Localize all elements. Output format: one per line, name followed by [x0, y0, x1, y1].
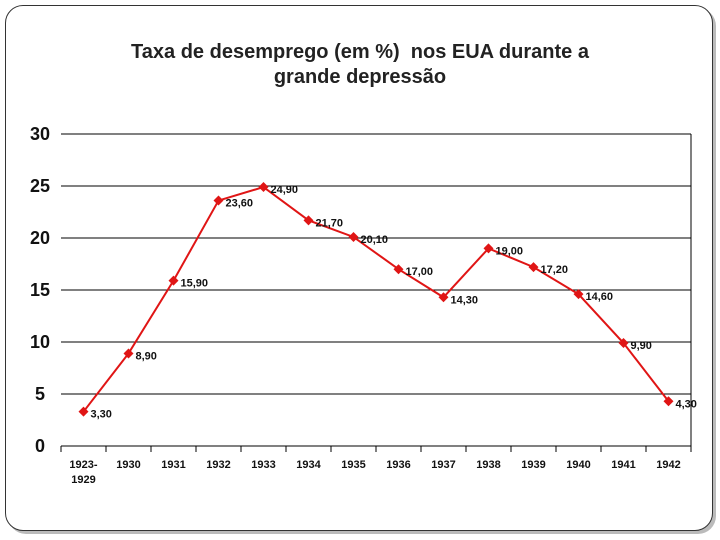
chart-title-line-2: grande depressão — [273, 66, 447, 88]
x-tick-label: 1932 — [206, 459, 230, 471]
x-tick-label: 1935 — [341, 459, 365, 471]
data-label: 14,30 — [451, 294, 479, 306]
data-label: 20,10 — [361, 234, 389, 246]
x-tick-label: 1937 — [431, 459, 455, 471]
data-label: 24,90 — [271, 184, 299, 196]
data-label: 3,30 — [91, 409, 112, 421]
data-point — [573, 289, 584, 300]
data-label: 4,30 — [676, 398, 697, 410]
x-tick-label: 1938 — [476, 459, 500, 471]
x-tick-label: 1936 — [386, 459, 410, 471]
y-tick-label: 10 — [30, 332, 50, 352]
x-tick-label: 1942 — [656, 459, 680, 471]
data-point — [663, 396, 674, 407]
chart-title-line-1: Taxa de desemprego (em %) nos EUA durant… — [131, 41, 589, 63]
x-tick-label: 1934 — [296, 459, 321, 471]
data-label: 19,00 — [496, 245, 524, 257]
chart-title: Taxa de desemprego (em %) nos EUA durant… — [0, 40, 720, 90]
y-tick-label: 20 — [30, 228, 50, 248]
data-label: 15,90 — [181, 278, 209, 290]
data-point — [618, 338, 629, 349]
y-tick-label: 5 — [35, 384, 45, 404]
data-point — [303, 215, 314, 226]
data-label: 21,70 — [316, 217, 344, 229]
data-point — [123, 348, 134, 359]
data-point — [438, 292, 449, 303]
data-point — [393, 264, 404, 275]
x-tick-label: 1939 — [521, 459, 545, 471]
data-label: 9,90 — [631, 340, 652, 352]
x-tick-label: 1940 — [566, 459, 590, 471]
data-label: 14,60 — [586, 291, 614, 303]
data-point — [528, 262, 539, 273]
y-tick-label: 15 — [30, 280, 50, 300]
y-tick-label: 25 — [30, 176, 50, 196]
x-tick-label: 1930 — [116, 459, 140, 471]
data-point — [168, 275, 179, 286]
x-tick-label: 1923-1929 — [69, 459, 97, 486]
slide-frame — [5, 5, 713, 531]
y-tick-label: 0 — [35, 436, 45, 456]
data-point — [348, 231, 359, 242]
data-point — [258, 182, 269, 193]
series-line — [82, 185, 670, 413]
y-tick-label: 30 — [30, 124, 50, 144]
data-label: 8,90 — [136, 350, 157, 362]
x-tick-label: 1941 — [611, 459, 635, 471]
data-point — [213, 195, 224, 206]
data-label: 17,20 — [541, 264, 569, 276]
data-label: 17,00 — [406, 266, 434, 278]
x-tick-label: 1931 — [161, 459, 185, 471]
data-point — [78, 406, 89, 417]
data-point — [483, 243, 494, 254]
data-label: 23,60 — [226, 198, 254, 210]
x-tick-label: 1933 — [251, 459, 275, 471]
